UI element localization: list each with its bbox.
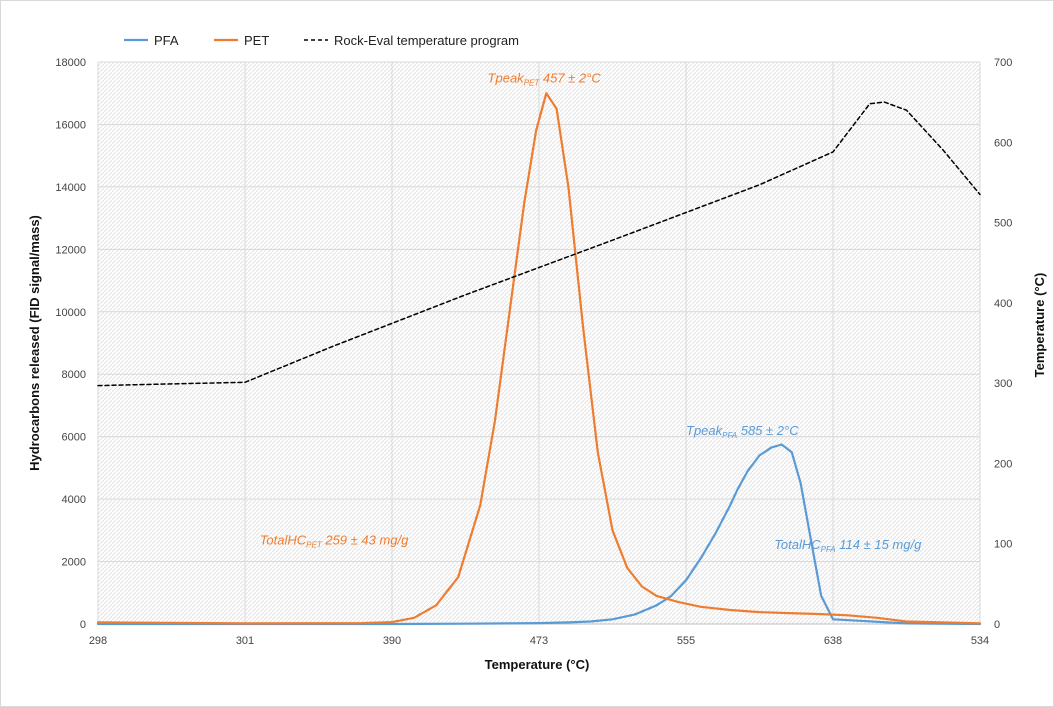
x-tick-label: 638: [824, 635, 842, 647]
x-tick-label: 298: [89, 635, 107, 647]
y-tick-label: 18000: [55, 57, 86, 69]
y-tick-label: 10000: [55, 307, 86, 319]
annotations: TpeakPET 457 ± 2°C TpeakPFA 585 ± 2°C Tota…: [260, 70, 922, 554]
y-tick-label: 6000: [62, 432, 86, 444]
y-axis-ticks: 0 2000 4000 6000 8000 10000 12000 14000 16000 180…: [55, 57, 86, 631]
x-tick-label: 301: [236, 635, 254, 647]
annotation-label: TpeakPET 457 ± 2°C: [488, 70, 602, 87]
y2-tick-label: 300: [994, 378, 1012, 390]
y2-axis-ticks: 0 100 200 300 400 500 600 700: [994, 57, 1012, 631]
y-tick-label: 2000: [62, 557, 86, 569]
legend: PFA PET Rock-Eval temperature program: [124, 33, 519, 48]
series-lines: [96, 92, 982, 626]
legend-label: Rock-Eval temperature program: [334, 33, 519, 48]
y2-tick-label: 200: [994, 458, 1012, 470]
legend-label: PFA: [154, 33, 179, 48]
y2-tick-label: 100: [994, 539, 1012, 551]
y-tick-label: 8000: [62, 369, 86, 381]
y-tick-label: 4000: [62, 494, 86, 506]
x-tick-label: 555: [677, 635, 695, 647]
x-axis-ticks: 298 301 390 473 555 638 534: [89, 635, 989, 647]
annotation-label: TpeakPFA 585 ± 2°C: [686, 423, 799, 440]
y2-tick-label: 400: [994, 298, 1012, 310]
y2-tick-label: 0: [994, 619, 1000, 631]
annotation-label: TotalHCPFA 114 ± 15 mg/g: [774, 537, 922, 554]
series-line-pfa: [96, 443, 982, 626]
y-axis-title: Hydrocarbons released (FID signal/mass): [27, 215, 42, 471]
x-tick-label: 473: [530, 635, 548, 647]
annotation-label: TotalHCPET 259 ± 43 mg/g: [260, 532, 409, 549]
y-tick-label: 14000: [55, 182, 86, 194]
series-line-pet: [96, 92, 982, 625]
y2-tick-label: 500: [994, 218, 1012, 230]
y-tick-label: 0: [80, 619, 86, 631]
x-tick-label: 534: [971, 635, 989, 647]
series-line-rock-eval-temperature-program: [97, 101, 981, 387]
y-tick-label: 12000: [55, 244, 86, 256]
y2-tick-label: 600: [994, 137, 1012, 149]
legend-label: PET: [244, 33, 269, 48]
y-tick-label: 16000: [55, 119, 86, 131]
y2-axis-title: Temperature (°C): [1032, 273, 1047, 378]
x-tick-label: 390: [383, 635, 401, 647]
y2-tick-label: 700: [994, 57, 1012, 69]
x-axis-title: Temperature (°C): [485, 657, 590, 672]
